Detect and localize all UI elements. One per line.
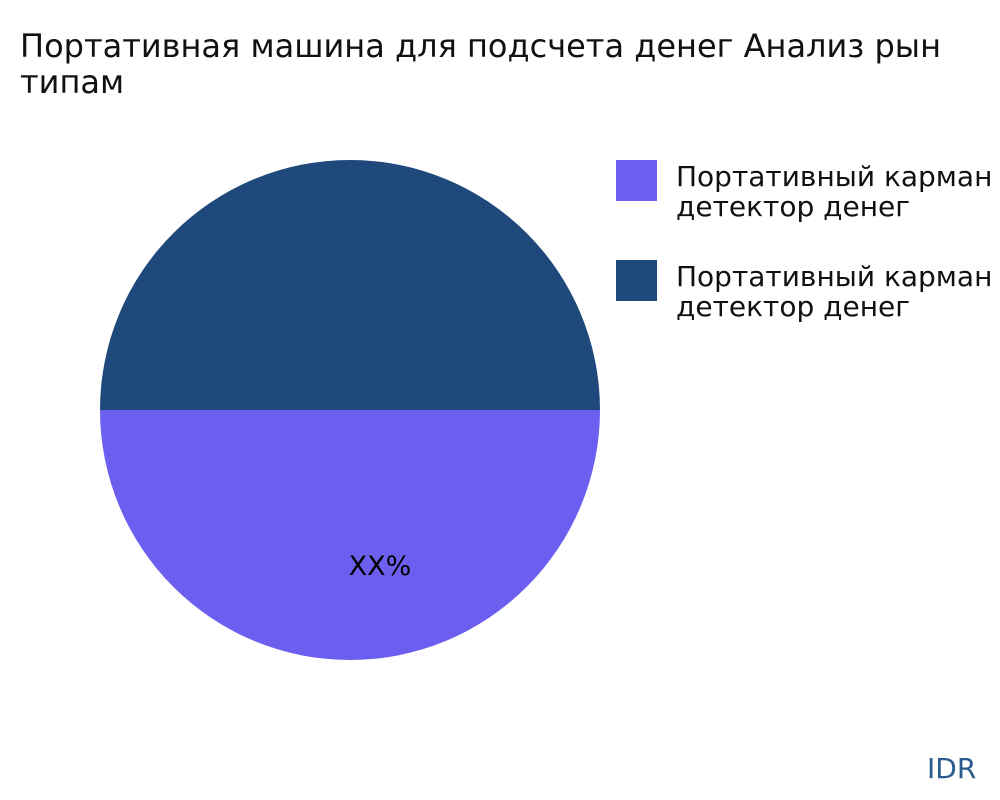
pie-slice-label-2: XX% (349, 551, 412, 582)
legend-swatch-2 (616, 260, 657, 301)
chart-title-line-2: типам (20, 63, 125, 101)
chart-title: Портативная машина для подсчета денег Ан… (20, 28, 1000, 100)
legend-label-1-line-1: Портативный карман (676, 160, 993, 193)
pie-slice-1[interactable] (100, 410, 600, 660)
pie-slice-2[interactable] (100, 160, 600, 410)
chart-title-line-1: Портативная машина для подсчета денег Ан… (20, 27, 941, 65)
legend-label-2-line-1: Портативный карман (676, 260, 993, 293)
legend-swatch-1 (616, 160, 657, 201)
legend-label-2-line-2: детектор денег (676, 290, 910, 323)
brand-logo: IDR (927, 752, 977, 785)
legend-label-1-line-2: детектор денег (676, 190, 910, 223)
legend-label-1: Портативный карман детектор денег (676, 162, 992, 222)
legend-label-2: Портативный карман детектор денег (676, 262, 992, 322)
